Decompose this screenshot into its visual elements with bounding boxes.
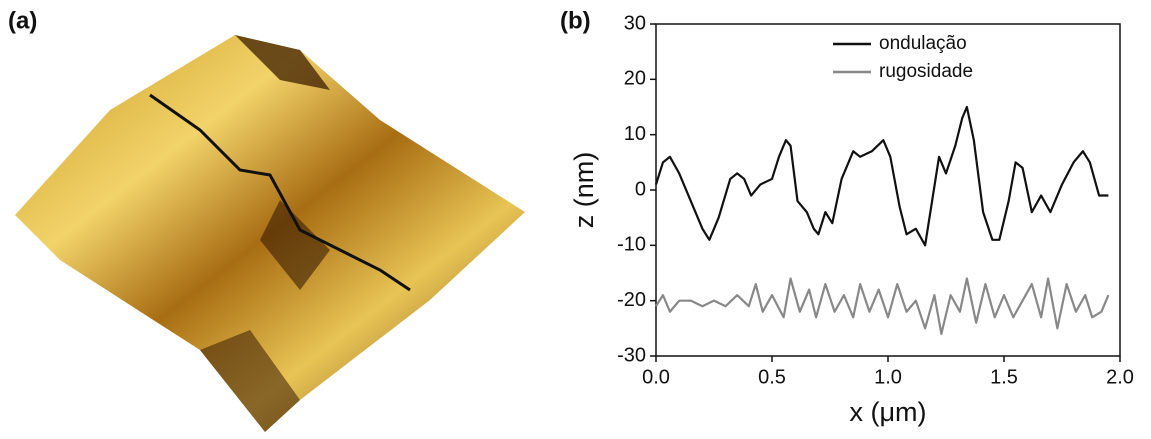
legend-label: ondulação — [879, 33, 967, 54]
x-tick-label: 2.0 — [1106, 366, 1134, 388]
x-axis-label: x (μm) — [849, 397, 926, 427]
x-tick-label: 0.0 — [642, 366, 670, 388]
data-line — [655, 277, 1110, 335]
panel-label: (b) — [560, 7, 591, 34]
y-tick-label: -30 — [617, 344, 646, 366]
y-tick-label: 0 — [635, 178, 646, 200]
data-line — [654, 105, 1109, 247]
y-tick-label: 20 — [624, 68, 646, 90]
line-chart: -30 -20 -10 0 10 20 30 0.0 0.5 1.0 1.5 2.0 x (μm) z (… — [569, 12, 1134, 427]
y-axis-label: z (nm) — [569, 152, 599, 229]
y-tick-label: 30 — [624, 12, 646, 34]
panel-label: (a) — [8, 7, 37, 34]
y-tick-label: -10 — [617, 234, 646, 256]
legend-label: rugosidade — [879, 61, 973, 82]
x-tick-label: 0.5 — [758, 366, 786, 388]
afm-surface — [15, 35, 525, 432]
y-tick-label: 10 — [624, 123, 646, 145]
y-tick-label: -20 — [617, 289, 646, 311]
x-tick-label: 1.0 — [874, 366, 902, 388]
x-tick-label: 1.5 — [990, 366, 1018, 388]
